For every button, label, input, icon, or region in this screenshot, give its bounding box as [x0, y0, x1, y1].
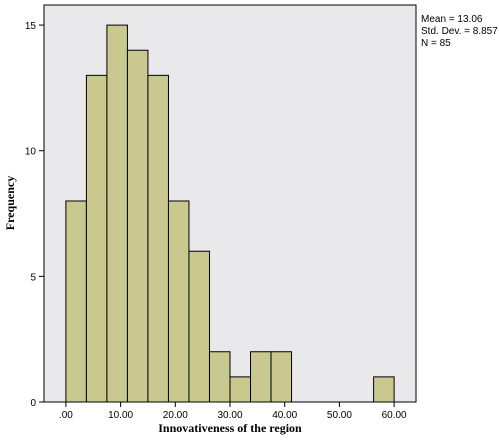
y-tick-label: 0 — [30, 398, 36, 409]
x-tick-label: 50.00 — [327, 410, 352, 421]
y-axis: 0 5 10 15 — [25, 21, 44, 409]
histogram-bar — [229, 376, 252, 403]
x-tick-label: 10.00 — [108, 410, 133, 421]
y-tick-label: 5 — [30, 272, 36, 283]
x-axis: .00 10.00 20.00 30.00 40.00 50.00 60.00 — [59, 402, 407, 421]
histogram-bar — [147, 74, 169, 403]
x-tick-label: .00 — [59, 410, 73, 421]
histogram-bar — [85, 74, 108, 403]
stats-std-dev: Std. Dev. = 8.857 — [421, 26, 498, 37]
y-tick-label: 15 — [25, 21, 37, 32]
x-tick-label: 40.00 — [272, 410, 297, 421]
bars-group — [65, 24, 395, 403]
stats-box: Mean = 13.06 Std. Dev. = 8.857 N = 85 — [421, 14, 498, 49]
histogram-bar — [188, 250, 210, 403]
x-axis-title: Innovativeness of the region — [158, 421, 302, 435]
histogram-bar — [270, 351, 293, 403]
histogram-bar — [208, 351, 231, 403]
histogram-bar — [167, 200, 190, 403]
x-tick-label: 60.00 — [382, 410, 407, 421]
stats-mean: Mean = 13.06 — [421, 14, 483, 25]
y-axis-title: Frequency — [3, 176, 17, 230]
histogram-bar — [250, 351, 272, 403]
histogram-bar — [126, 49, 149, 403]
histogram-bar — [106, 24, 128, 403]
x-tick-label: 20.00 — [163, 410, 188, 421]
histogram-bar — [373, 376, 395, 403]
x-tick-label: 30.00 — [217, 410, 242, 421]
stats-n: N = 85 — [421, 38, 451, 49]
y-tick-label: 10 — [25, 147, 37, 158]
histogram-bar — [65, 200, 87, 403]
